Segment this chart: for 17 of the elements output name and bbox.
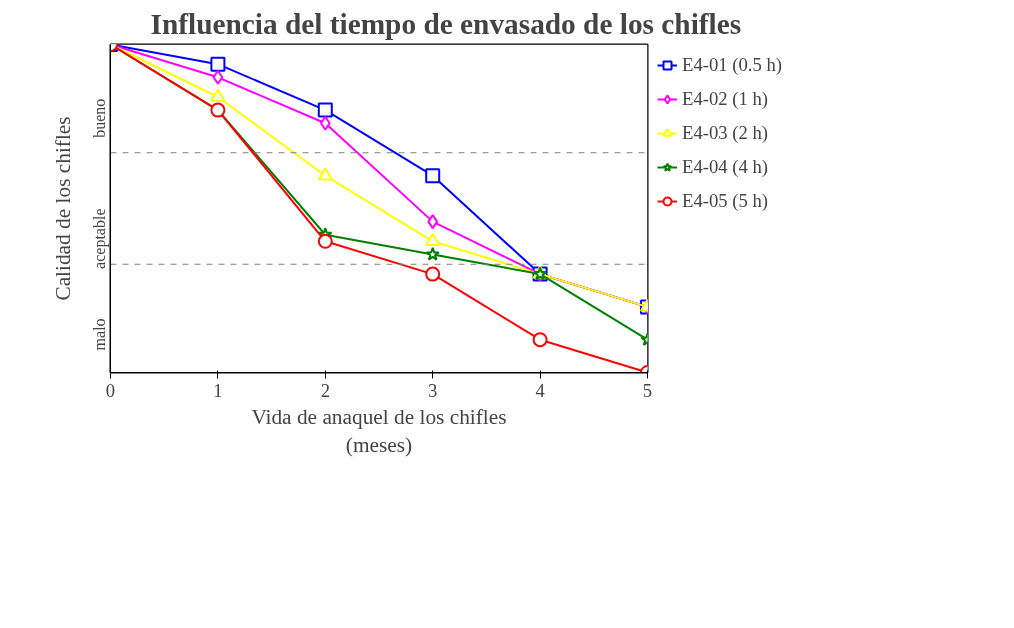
- y-axis-title: Calidad de los chifles: [50, 116, 75, 301]
- x-tick-label: 2: [320, 379, 330, 401]
- legend-label: E4-02 (1 h): [682, 88, 769, 110]
- x-axis-title: Vida de anaquel de los chifles (meses): [251, 404, 507, 458]
- legend-label: E4-01 (0.5 h): [682, 54, 782, 76]
- band-label: bueno: [91, 98, 108, 138]
- x-tick-label: 5: [642, 379, 653, 401]
- x-tick-label: 1: [213, 379, 223, 401]
- x-tick-label: 3: [428, 379, 438, 401]
- chart-title: Influencia del tiempo de envasado de los chifles: [150, 7, 742, 40]
- band-label: aceptable: [91, 208, 109, 269]
- legend-label: E4-05 (5 h): [682, 190, 769, 212]
- x-tick-label: 0: [105, 379, 116, 401]
- legend-label: E4-04 (4 h): [682, 156, 769, 178]
- band-label: malo: [91, 318, 108, 351]
- x-tick-label: 4: [535, 379, 546, 401]
- legend-label: E4-03 (2 h): [682, 122, 769, 144]
